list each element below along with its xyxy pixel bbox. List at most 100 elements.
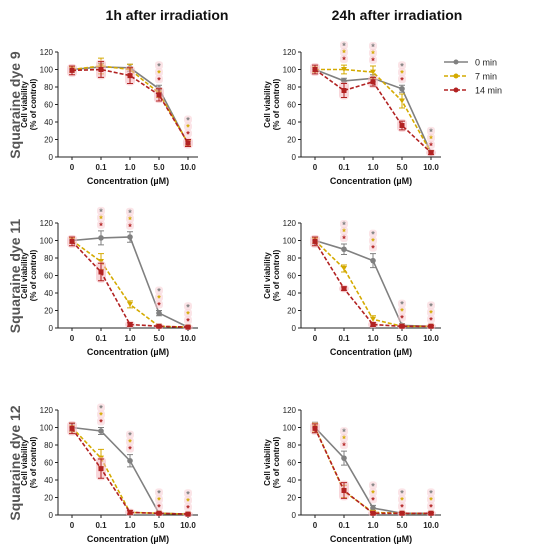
row-title: Squaraine dye 11 [7,219,23,334]
significance-halo [427,315,435,324]
significance-star: * [371,495,375,505]
y-tick-label: 100 [283,66,297,75]
data-point [185,140,191,146]
significance-halo [97,206,105,215]
series-7-min [69,237,191,330]
x-tick-label: 5.0 [153,334,165,343]
significance-star: * [157,495,161,505]
significance-star: * [157,61,161,71]
y-tick-label: 60 [44,459,53,468]
series-14-min [67,235,193,330]
y-tick-label: 20 [287,494,296,503]
data-point [98,67,104,72]
x-tick-label: 0 [70,163,75,172]
y-tick-label: 0 [292,511,297,520]
y-tick-label: 20 [44,494,53,503]
significance-star: * [342,427,346,437]
data-point [127,301,133,307]
significance-star: * [186,130,190,140]
data-point [428,510,434,516]
significance-halo [398,502,406,511]
x-axis-label: Concentration (µM) [87,534,169,544]
significance-halo [184,316,192,325]
panel-3: 0 20 40 60 80 100 120 0 0.1 1.0 5.0 10.0 Concentrati… [20,206,198,357]
y-tick-label: 60 [44,272,53,281]
y-tick-label: 20 [287,307,296,316]
significance-halo [126,207,134,216]
y-tick-label: 40 [287,118,296,127]
data-point [399,85,405,92]
series-14-min [310,235,436,330]
data-point [156,510,162,516]
data-point [399,510,405,516]
data-point [69,425,75,431]
legend-marker [453,87,459,93]
significance-halo [369,481,377,490]
y-tick-label: 0 [49,153,54,162]
row-title: Squaraine dye 9 [7,51,23,159]
significance-halo [155,61,163,70]
data-point [341,286,347,292]
significance-star: * [371,56,375,66]
x-axis-label: Concentration (µM) [87,176,169,186]
significance-halo [369,495,377,504]
row-title: Squaraine dye 12 [7,405,23,520]
significance-star: * [342,441,346,451]
legend-label: 7 min [475,72,497,82]
significance-halo [369,56,377,64]
x-tick-label: 0 [313,521,318,530]
data-point [370,510,376,516]
significance-halo [155,68,163,77]
significance-halo [398,488,406,497]
x-tick-label: 5.0 [396,334,408,343]
significance-star: * [157,75,161,85]
y-tick-label: 80 [287,254,296,263]
significance-halo [155,300,163,309]
significance-star: * [371,49,375,59]
significance-star: * [128,222,132,232]
significance-halo [398,313,406,322]
x-tick-label: 0.1 [338,163,350,172]
legend-label: 14 min [475,86,502,96]
y-tick-label: 120 [40,48,54,57]
significance-star: * [186,116,190,126]
y-tick-label: 120 [40,219,54,228]
data-point [156,92,162,98]
legend-marker [453,73,459,79]
significance-star: * [157,287,161,297]
significance-halo [340,41,348,50]
x-tick-label: 1.0 [124,334,136,343]
significance-star: * [400,307,404,317]
y-tick-label: 0 [292,324,297,333]
y-tick-label: 40 [287,289,296,298]
significance-star: * [400,75,404,85]
x-axis-label: Concentration (µM) [330,534,412,544]
series-line [71,68,189,144]
x-tick-label: 10.0 [180,163,196,172]
significance-star: * [128,431,132,441]
significance-halo [427,301,435,310]
y-tick-label: 20 [44,307,53,316]
data-point [370,505,376,511]
data-point [341,488,347,493]
significance-star: * [371,237,375,247]
significance-halo [427,308,435,317]
legend-marker [453,59,459,65]
x-tick-label: 0 [313,334,318,343]
significance-star: * [400,488,404,498]
y-axis-label: (% of control) [272,436,281,488]
y-tick-label: 60 [44,101,53,110]
data-point [98,235,104,241]
data-point [98,428,104,434]
panel-6: 0 20 40 60 80 100 120 0 0.1 1.0 5.0 10.0 Concentrati… [263,406,441,544]
x-tick-label: 10.0 [423,334,439,343]
x-tick-label: 10.0 [180,334,196,343]
series-14-min [67,421,193,517]
significance-halo [427,488,435,497]
significance-halo [369,243,377,252]
data-point [341,266,347,271]
significance-halo [184,122,192,131]
significance-halo [340,427,348,436]
series-line [71,239,189,328]
